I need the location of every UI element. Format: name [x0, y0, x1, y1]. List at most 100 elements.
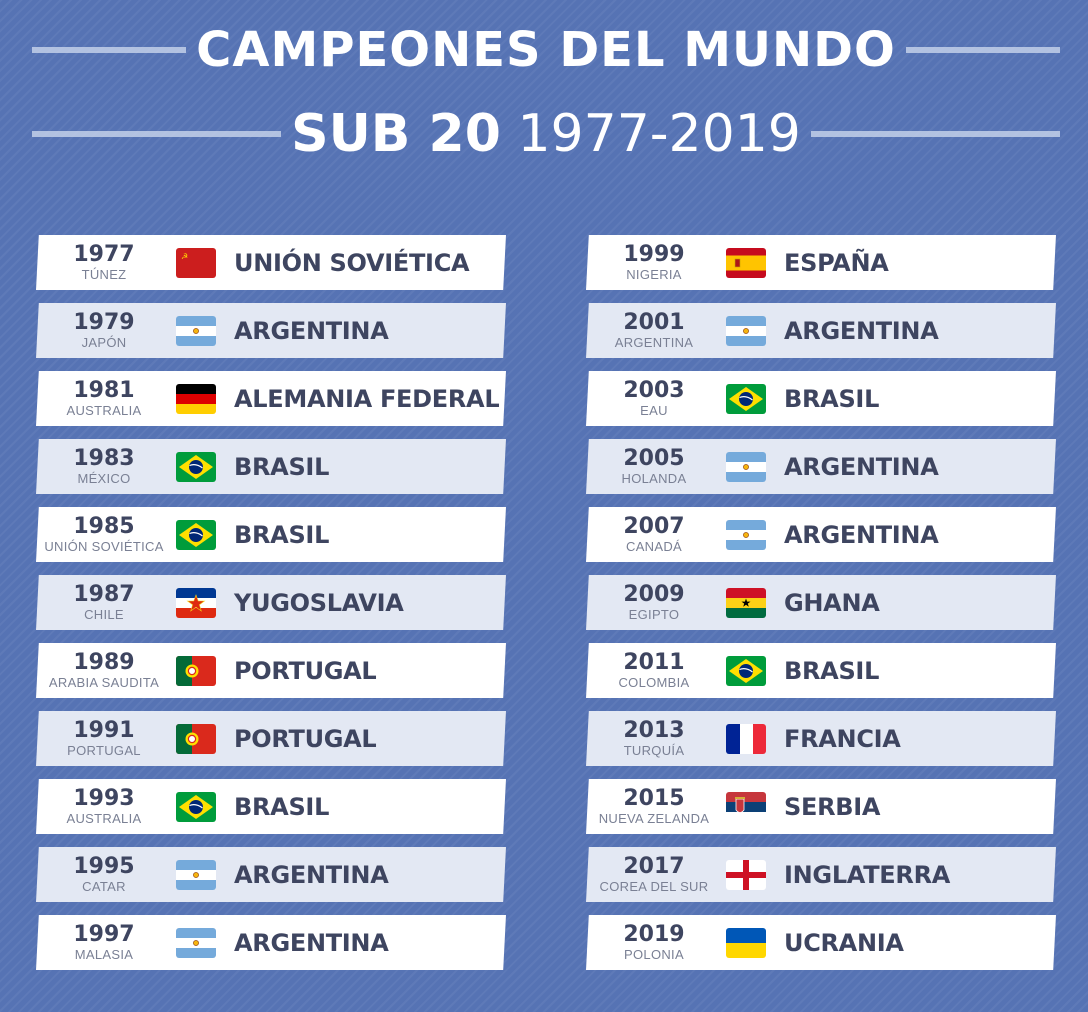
spain-flag-icon — [726, 247, 766, 278]
champion-country: ALEMANIA FEDERAL — [234, 384, 500, 413]
host-country: TURQUÍA — [623, 743, 685, 758]
year: 2013 — [623, 718, 685, 743]
title-line-2: SUB 20 1977-2019 — [32, 104, 1060, 164]
host-country: AUSTRALIA — [66, 811, 142, 826]
champion-row: 1983 MÉXICO BRASIL — [36, 439, 506, 494]
year-cell: 2011 COLOMBIA — [586, 651, 722, 691]
champion-country: ARGENTINA — [784, 452, 939, 481]
portugal-flag-icon — [176, 655, 216, 686]
champion-country: ARGENTINA — [234, 316, 389, 345]
host-country: MALASIA — [74, 947, 134, 962]
champion-row: 1991 PORTUGAL PORTUGAL — [36, 711, 506, 766]
year-cell: 1995 CATAR — [36, 854, 172, 895]
champion-row: 1993 AUSTRALIA BRASIL — [36, 779, 506, 834]
year: 1981 — [73, 378, 135, 403]
champion-country: PORTUGAL — [234, 656, 377, 685]
champion-country: YUGOSLAVIA — [234, 588, 404, 617]
host-country: CATAR — [82, 879, 126, 894]
brazil-flag-icon — [176, 451, 216, 482]
champion-row: 1987 CHILE YUGOSLAVIA — [36, 575, 506, 630]
host-country: CHILE — [84, 607, 124, 622]
champion-country: GHANA — [784, 588, 880, 617]
year-cell: 1977 TÚNEZ — [36, 242, 172, 283]
year: 2001 — [623, 310, 685, 335]
year: 2005 — [623, 446, 685, 471]
year-cell: 2009 EGIPTO — [586, 582, 722, 623]
host-country: ARGENTINA — [614, 335, 694, 350]
year-cell: 2017 COREA DEL SUR — [586, 854, 722, 895]
argentina-flag-icon — [726, 519, 766, 550]
champion-row: 2003 EAU BRASIL — [586, 371, 1056, 426]
brazil-flag-icon — [176, 791, 216, 822]
year: 1985 — [73, 514, 135, 539]
champion-row: 1981 AUSTRALIA ALEMANIA FEDERAL — [36, 371, 506, 426]
champion-country: BRASIL — [234, 792, 330, 821]
host-country: COLOMBIA — [618, 675, 690, 690]
subtitle-category: SUB 20 — [291, 104, 501, 164]
champion-row: 2007 CANADÁ ARGENTINA — [586, 507, 1056, 562]
champion-row: 1977 TÚNEZ ☭ UNIÓN SOVIÉTICA — [36, 235, 506, 290]
year: 2003 — [623, 378, 685, 403]
year-cell: 1985 UNIÓN SOVIÉTICA — [36, 514, 172, 555]
brazil-flag-icon — [726, 655, 766, 686]
host-country: CANADÁ — [626, 539, 682, 554]
champion-row: 1995 CATAR ARGENTINA — [36, 847, 506, 902]
brazil-flag-icon — [176, 519, 216, 550]
yugoslavia-flag-icon — [176, 587, 216, 618]
champion-country: BRASIL — [234, 452, 330, 481]
argentina-flag-icon — [176, 859, 216, 890]
svg-text:☭: ☭ — [181, 252, 188, 261]
year: 1991 — [73, 718, 135, 743]
year-cell: 2003 EAU — [586, 378, 722, 419]
year: 1997 — [73, 922, 135, 947]
host-country: PORTUGAL — [67, 743, 141, 758]
year: 2017 — [623, 854, 685, 879]
year-cell: 1989 ARABIA SAUDITA — [36, 650, 172, 691]
champion-country: INGLATERRA — [784, 860, 951, 889]
subtitle-years: 1977-2019 — [517, 104, 801, 164]
champion-row: 1989 ARABIA SAUDITA PORTUGAL — [36, 643, 506, 698]
year: 2009 — [623, 582, 685, 607]
year-cell: 1993 AUSTRALIA — [36, 786, 172, 827]
champion-row: 2011 COLOMBIA BRASIL — [586, 643, 1056, 698]
argentina-flag-icon — [176, 927, 216, 958]
year-cell: 1983 MÉXICO — [36, 446, 172, 487]
champion-country: ARGENTINA — [234, 928, 389, 957]
year-cell: 1999 NIGERIA — [586, 242, 722, 283]
champion-country: FRANCIA — [784, 724, 901, 753]
subtitle: SUB 20 1977-2019 — [281, 108, 811, 160]
year: 2007 — [623, 514, 685, 539]
main-title: CAMPEONES DEL MUNDO — [196, 22, 896, 78]
champions-column-right: 1999 NIGERIA ESPAÑA 2001 ARGENTINA ARGENTINA 2… — [586, 235, 1056, 983]
year-cell: 2001 ARGENTINA — [586, 310, 722, 351]
champions-column-left: 1977 TÚNEZ ☭ UNIÓN SOVIÉTICA 1979 JAPÓN ARGENT… — [36, 235, 506, 983]
year: 2015 — [623, 786, 685, 811]
year: 1977 — [73, 242, 135, 267]
year: 1983 — [73, 446, 135, 471]
champion-row: 2015 NUEVA ZELANDA SERBIA — [586, 779, 1056, 834]
champion-country: BRASIL — [234, 520, 330, 549]
year: 1987 — [73, 582, 135, 607]
year: 1979 — [73, 310, 135, 335]
champion-country: ARGENTINA — [234, 860, 389, 889]
title-rule-left — [32, 47, 187, 53]
brazil-flag-icon — [726, 383, 766, 414]
champion-country: UCRANIA — [784, 928, 904, 957]
host-country: COREA DEL SUR — [599, 879, 709, 894]
year: 1989 — [73, 650, 135, 675]
host-country: TÚNEZ — [81, 267, 127, 282]
champion-country: ARGENTINA — [784, 520, 939, 549]
title-line-1: CAMPEONES DEL MUNDO — [32, 22, 1060, 78]
year-cell: 2013 TURQUÍA — [586, 718, 722, 759]
year: 1999 — [623, 242, 685, 267]
year-cell: 1979 JAPÓN — [36, 310, 172, 351]
serbia-flag-icon — [726, 791, 766, 822]
host-country: MÉXICO — [77, 471, 131, 486]
champion-country: ARGENTINA — [784, 316, 939, 345]
year: 1995 — [73, 854, 135, 879]
year: 1993 — [73, 786, 135, 811]
host-country: AUSTRALIA — [66, 403, 142, 418]
champion-row: 1999 NIGERIA ESPAÑA — [586, 235, 1056, 290]
champion-country: BRASIL — [784, 384, 880, 413]
champion-country: PORTUGAL — [234, 724, 377, 753]
